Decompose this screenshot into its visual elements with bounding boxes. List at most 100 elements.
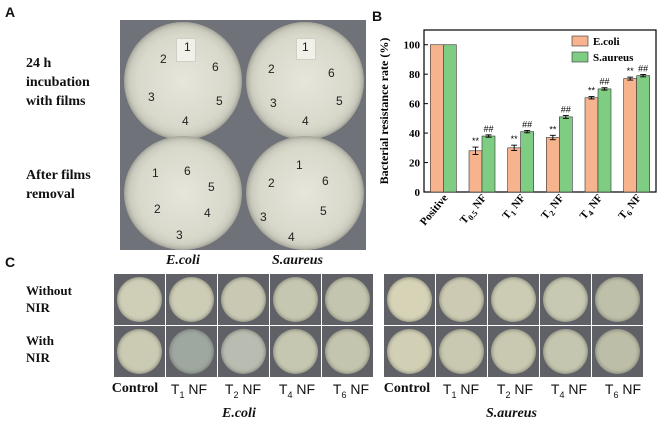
petri-dish-photo xyxy=(270,274,321,325)
significance-label: ## xyxy=(638,63,648,73)
petri-dish xyxy=(325,277,370,322)
petri-dish xyxy=(595,329,640,374)
panel-c-row1-line2: NIR xyxy=(26,300,50,315)
ecoli-dish-grid xyxy=(114,274,374,378)
significance-label: ** xyxy=(627,66,635,76)
panel-a-letter: A xyxy=(5,4,16,20)
bar-ecoli xyxy=(623,78,637,193)
plate-bottom-right: 1 2 3 4 5 6 xyxy=(246,136,364,250)
petri-dish-photo xyxy=(384,326,435,377)
bar-ecoli xyxy=(468,150,483,193)
petri-dish-photo xyxy=(166,326,217,377)
saureus-dish-grid xyxy=(384,274,646,378)
column-label: T6 NF xyxy=(332,381,370,400)
plate-number: 6 xyxy=(322,174,329,188)
petri-dish-photo xyxy=(540,326,591,377)
petri-dish xyxy=(543,277,588,322)
x-tick-label: T1 NF xyxy=(500,192,529,223)
significance-label: ** xyxy=(549,124,557,134)
plate-number: 2 xyxy=(268,176,275,190)
film xyxy=(176,38,196,62)
petri-dish xyxy=(273,277,318,322)
plate-top-right: 1 2 3 4 5 6 xyxy=(246,22,364,140)
plate-number: 6 xyxy=(184,164,191,178)
y-tick-label: 80 xyxy=(409,69,421,81)
legend-swatch-saureus xyxy=(571,51,589,63)
panel-a-row2-line1: After films xyxy=(26,168,91,183)
petri-dish xyxy=(117,277,162,322)
significance-label: ## xyxy=(522,119,532,129)
petri-dish xyxy=(169,329,214,374)
column-label: Control xyxy=(111,381,159,396)
petri-dish-photo xyxy=(592,274,643,325)
column-label: T6 NF xyxy=(604,381,642,400)
bar-ecoli xyxy=(507,147,521,193)
panel-c-header-saureus: S.aureus xyxy=(272,253,323,268)
panel-c-row1-line1: Without xyxy=(26,283,72,298)
significance-label: ## xyxy=(483,124,493,134)
x-tick-label: T6 NF xyxy=(616,192,645,223)
panel-b-letter: B xyxy=(372,8,383,24)
x-tick-label: T0.5 NF xyxy=(458,192,491,228)
petri-dish-photo xyxy=(488,274,539,325)
plate-number: 2 xyxy=(154,202,161,216)
x-tick-label: T2 NF xyxy=(539,192,568,223)
plate-number: 6 xyxy=(212,60,219,74)
y-tick-label: 40 xyxy=(409,128,421,140)
plate-number: 5 xyxy=(320,204,327,218)
petri-dish-photo xyxy=(592,326,643,377)
petri-dish-photo xyxy=(166,274,217,325)
petri-dish-photo xyxy=(384,274,435,325)
petri-dish xyxy=(491,329,536,374)
ecoli-column-labels: Control T1 NF T2 NF T4 NF T6 NF xyxy=(108,381,378,403)
column-label: T1 NF xyxy=(442,381,480,400)
column-label: T4 NF xyxy=(550,381,588,400)
petri-dish xyxy=(273,329,318,374)
petri-dish xyxy=(595,277,640,322)
petri-dish-photo xyxy=(488,326,539,377)
panel-a-photo: 1 2 3 4 5 6 1 2 3 4 5 6 1 6 2 3 4 5 1 2 … xyxy=(120,20,366,250)
petri-dish xyxy=(117,329,162,374)
petri-dish xyxy=(387,329,432,374)
column-label: T2 NF xyxy=(224,381,262,400)
petri-dish xyxy=(325,329,370,374)
plate-number: 5 xyxy=(336,94,343,108)
bar-chart: 0 20 40 60 80 100 Bacterial resistance rate (%… xyxy=(377,29,657,228)
plate-number: 3 xyxy=(176,228,183,242)
significance-label: ** xyxy=(588,86,596,96)
bar-saureus xyxy=(520,131,534,193)
film xyxy=(296,38,316,60)
y-tick-label: 100 xyxy=(404,40,421,52)
petri-dish xyxy=(221,329,266,374)
plate-number: 5 xyxy=(216,94,223,108)
plate-number: 1 xyxy=(152,166,159,180)
plate-number: 2 xyxy=(160,52,167,66)
plate-number: 3 xyxy=(148,90,155,104)
panel-c-row2-line2: NIR xyxy=(26,350,50,365)
x-tick-label: T4 NF xyxy=(578,192,607,223)
panel-c-footer-ecoli: E.coli xyxy=(222,406,256,421)
petri-dish xyxy=(169,277,214,322)
petri-dish-photo xyxy=(322,274,373,325)
petri-dish-photo xyxy=(322,326,373,377)
panel-a-row1-line1: 24 h xyxy=(26,56,52,71)
plate-number: 3 xyxy=(270,96,277,110)
y-tick-label: 20 xyxy=(409,158,421,170)
plate-number: 4 xyxy=(288,230,295,244)
petri-dish-photo xyxy=(540,274,591,325)
petri-dish-photo xyxy=(436,274,487,325)
column-label: T4 NF xyxy=(278,381,316,400)
bar-saureus xyxy=(481,135,496,193)
panel-a-row1-line2: incubation xyxy=(26,75,90,90)
bar-saureus xyxy=(443,44,457,193)
petri-dish-photo xyxy=(436,326,487,377)
panel-c-row2-label: With NIR xyxy=(26,332,54,366)
plate-number: 4 xyxy=(182,114,189,128)
plot-frame xyxy=(423,29,657,193)
x-tick-label: Positive xyxy=(418,192,451,228)
petri-dish xyxy=(439,329,484,374)
saureus-column-labels: Control T1 NF T2 NF T4 NF T6 NF xyxy=(380,381,652,403)
petri-dish xyxy=(387,277,432,322)
petri-dish-photo xyxy=(270,326,321,377)
bar-ecoli xyxy=(430,44,444,193)
